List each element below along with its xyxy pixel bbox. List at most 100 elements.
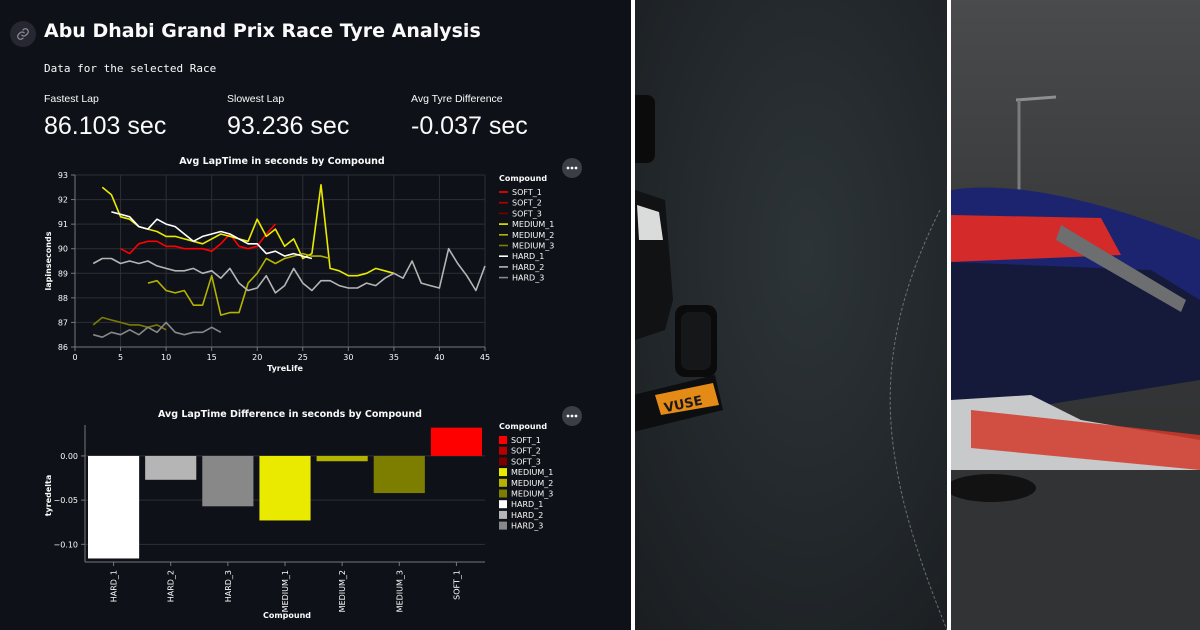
y-axis-title: lapinseconds bbox=[44, 231, 53, 290]
series-line-hard-1 bbox=[111, 211, 313, 260]
series-line-hard-2 bbox=[92, 247, 486, 294]
bar-medium-3 bbox=[373, 455, 425, 494]
x-tick-label: 30 bbox=[343, 353, 353, 362]
metric-value: 86.103 sec bbox=[44, 112, 167, 140]
x-tick-label: 20 bbox=[252, 353, 262, 362]
y-tick-label: 91 bbox=[58, 220, 68, 229]
metric-fastest-lap: Fastest Lap 86.103 sec bbox=[44, 93, 166, 141]
more-icon bbox=[566, 166, 578, 170]
legend-label: HARD_2 bbox=[512, 263, 544, 272]
metric-label: Fastest Lap bbox=[44, 93, 99, 105]
legend-label: MEDIUM_3 bbox=[511, 490, 553, 499]
series-line-hard-3 bbox=[92, 321, 222, 338]
legend-title: Compound bbox=[499, 422, 547, 431]
x-tick-label: HARD_2 bbox=[167, 570, 176, 602]
x-tick-label: HARD_3 bbox=[224, 570, 233, 602]
series-line-soft-1 bbox=[120, 223, 276, 255]
f1-car-side-image bbox=[951, 0, 1200, 630]
f1-car-overhead-image: VUSE bbox=[635, 0, 947, 630]
x-tick-label: 25 bbox=[298, 353, 308, 362]
legend-symbol bbox=[499, 436, 507, 444]
legend-label: MEDIUM_2 bbox=[511, 479, 553, 488]
legend-symbol bbox=[499, 489, 507, 498]
series-line-medium-1 bbox=[101, 183, 395, 277]
metric-slowest-lap: Slowest Lap 93.236 sec bbox=[227, 93, 349, 141]
anchor-link-button[interactable] bbox=[10, 21, 36, 47]
legend-label: HARD_3 bbox=[511, 522, 543, 531]
chart-title: Avg LapTime in seconds by Compound bbox=[179, 156, 384, 167]
legend-symbol bbox=[499, 521, 507, 530]
metric-label: Slowest Lap bbox=[227, 93, 285, 105]
legend-label: MEDIUM_2 bbox=[512, 231, 554, 240]
bar-medium-2 bbox=[316, 455, 368, 462]
chart-menu-button[interactable] bbox=[562, 406, 582, 426]
legend-label: MEDIUM_1 bbox=[511, 468, 553, 477]
y-axis-title: tyredelta bbox=[44, 475, 53, 517]
metric-label: Avg Tyre Difference bbox=[411, 93, 503, 105]
bar-hard-2 bbox=[145, 455, 197, 480]
link-icon bbox=[17, 28, 29, 40]
legend-label: HARD_1 bbox=[511, 500, 543, 509]
bar-hard-1 bbox=[88, 455, 140, 559]
metric-avg-tyre-difference: Avg Tyre Difference -0.037 sec bbox=[411, 93, 528, 141]
y-tick-label: 89 bbox=[58, 269, 68, 278]
legend-label: HARD_2 bbox=[511, 511, 543, 520]
y-tick-label: 88 bbox=[58, 294, 68, 303]
legend-label: SOFT_3 bbox=[512, 209, 542, 218]
x-axis-title: TyreLife bbox=[267, 364, 303, 373]
legend-symbol bbox=[499, 446, 507, 455]
x-tick-label: 5 bbox=[118, 353, 123, 362]
y-tick-label: 87 bbox=[58, 318, 68, 327]
legend-label: SOFT_2 bbox=[511, 447, 541, 456]
x-tick-label: 45 bbox=[480, 353, 490, 362]
legend-label: MEDIUM_3 bbox=[512, 242, 554, 251]
metric-value: 93.236 sec bbox=[227, 112, 350, 140]
legend-symbol bbox=[499, 468, 507, 477]
divider bbox=[631, 0, 635, 630]
legend-symbol bbox=[499, 510, 507, 519]
y-tick-label: −0.05 bbox=[53, 496, 78, 505]
x-tick-label: 15 bbox=[207, 353, 217, 362]
x-tick-label: HARD_1 bbox=[110, 570, 119, 602]
photo-f1-car-top-view: VUSE bbox=[635, 0, 947, 630]
legend-label: HARD_1 bbox=[512, 252, 544, 261]
legend-label: MEDIUM_1 bbox=[512, 220, 554, 229]
divider bbox=[947, 0, 951, 630]
page-title: Abu Dhabi Grand Prix Race Tyre Analysis bbox=[44, 20, 481, 42]
series-line-medium-3 bbox=[92, 316, 167, 331]
y-tick-label: 0.00 bbox=[60, 452, 78, 461]
series-line-medium-2 bbox=[147, 252, 331, 316]
legend-label: HARD_3 bbox=[512, 274, 544, 283]
metric-value: -0.037 sec bbox=[411, 112, 528, 140]
more-icon bbox=[566, 414, 578, 418]
x-axis-title: Compound bbox=[263, 611, 311, 620]
x-tick-label: SOFT_1 bbox=[452, 570, 461, 600]
x-tick-label: MEDIUM_2 bbox=[338, 570, 347, 612]
bar-hard-3 bbox=[202, 455, 254, 507]
dashboard-panel: Abu Dhabi Grand Prix Race Tyre Analysis … bbox=[10, 20, 582, 620]
bar-soft-1 bbox=[430, 427, 482, 456]
y-tick-label: 90 bbox=[58, 245, 68, 254]
y-tick-label: 86 bbox=[58, 343, 68, 352]
laptime-line-chart: 0 5 10 15 20 25 30 35 40 45 86 87 88 89 90 91 92 93 Avg La… bbox=[44, 156, 554, 373]
x-tick-label: MEDIUM_1 bbox=[281, 570, 290, 612]
legend-symbol bbox=[499, 478, 507, 487]
legend-symbol bbox=[499, 457, 507, 466]
legend-title: Compound bbox=[499, 174, 547, 183]
legend-label: SOFT_1 bbox=[511, 436, 541, 445]
x-tick-label: 35 bbox=[389, 353, 399, 362]
x-tick-label: MEDIUM_3 bbox=[395, 570, 404, 612]
legend-label: SOFT_2 bbox=[512, 199, 542, 208]
legend-label: SOFT_3 bbox=[511, 457, 541, 466]
chart-menu-button[interactable] bbox=[562, 158, 582, 178]
x-tick-label: 40 bbox=[434, 353, 444, 362]
photo-f1-car-side-view bbox=[951, 0, 1200, 630]
x-tick-label: 0 bbox=[72, 353, 77, 362]
x-tick-label: 10 bbox=[161, 353, 171, 362]
y-tick-label: 93 bbox=[58, 171, 68, 180]
bar-medium-1 bbox=[259, 455, 311, 521]
page-subtitle: Data for the selected Race bbox=[44, 62, 217, 75]
legend-label: SOFT_1 bbox=[512, 188, 542, 197]
laptime-difference-bar-chart: 0.00 −0.05 −0.10 HARD_1 HARD_2 HARD_3 MEDIUM_1… bbox=[44, 409, 553, 620]
legend-symbol bbox=[499, 500, 507, 509]
